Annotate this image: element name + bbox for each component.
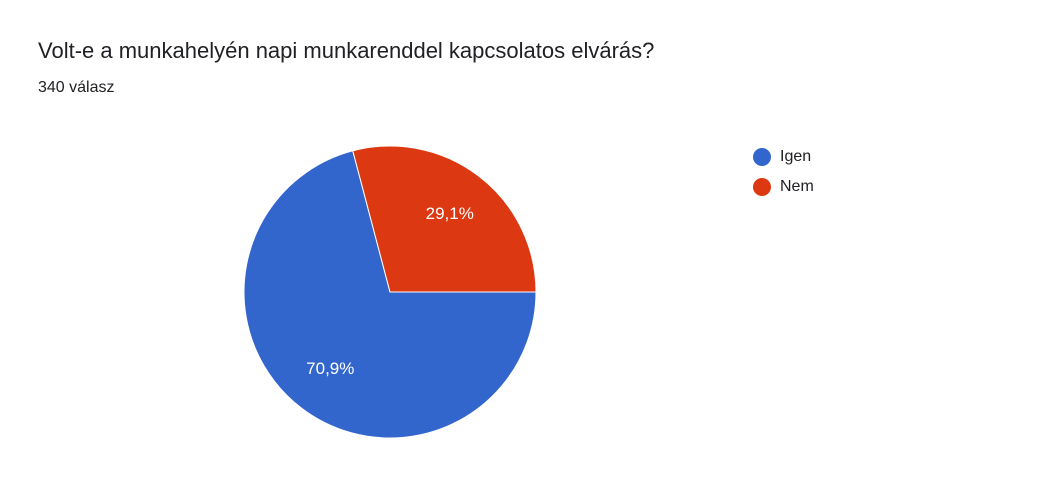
legend-label: Igen	[780, 148, 811, 165]
legend-label: Nem	[780, 178, 814, 195]
legend-swatch	[753, 178, 771, 196]
data-label: 29,1%	[426, 204, 474, 223]
data-label: 70,9%	[306, 359, 354, 378]
pie-slice	[243, 150, 537, 439]
chart-subtitle: 340 válasz	[38, 79, 115, 96]
chart-title: Volt-e a munkahelyén napi munkarenddel k…	[38, 38, 654, 63]
pie-slice	[352, 145, 537, 293]
legend-swatch	[753, 148, 771, 166]
